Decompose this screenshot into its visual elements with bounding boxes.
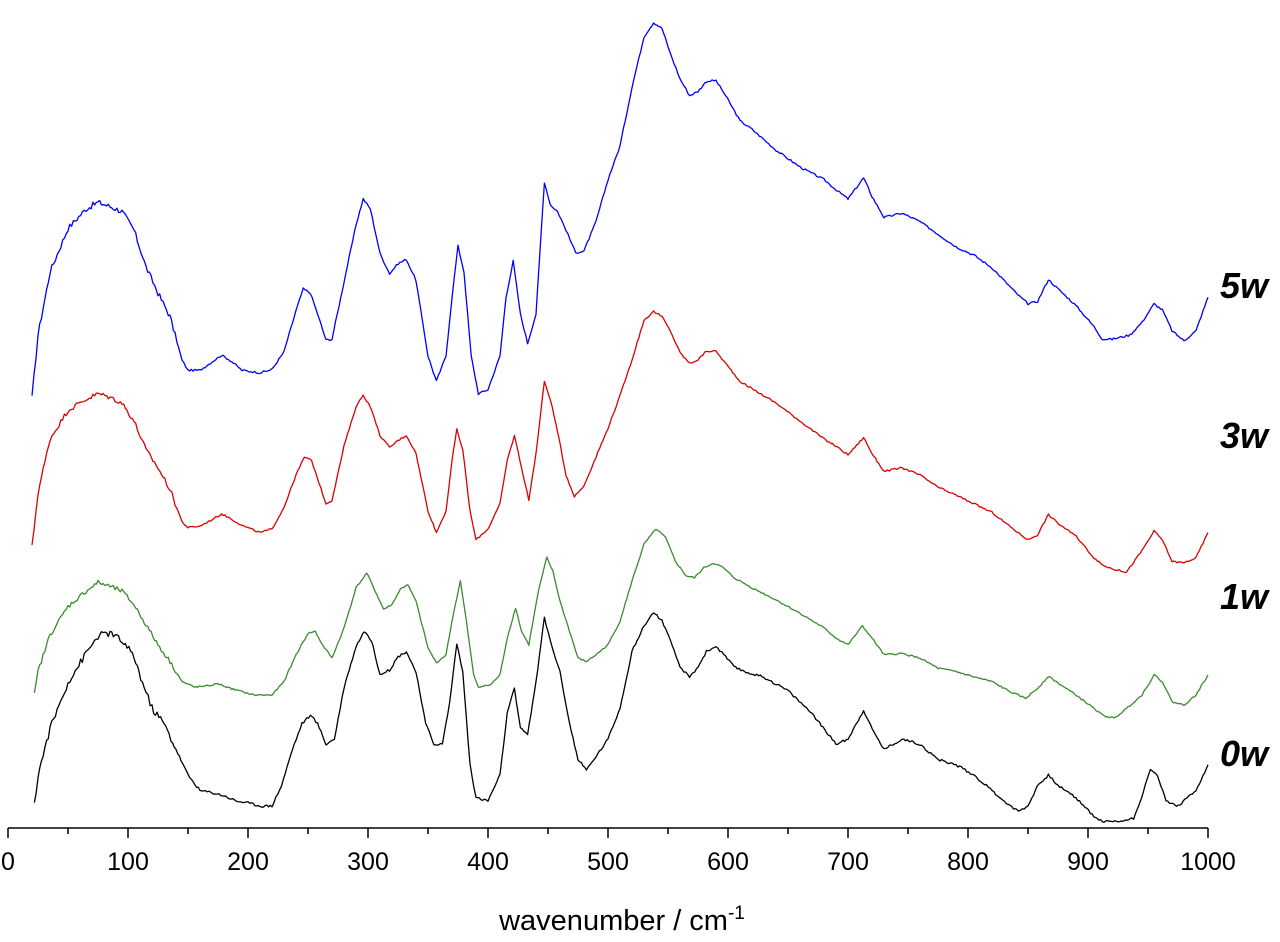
x-tick-label: 500 <box>587 848 629 876</box>
series-line-0w <box>33 612 1209 823</box>
x-axis-title-text: wavenumber / cm <box>498 905 728 937</box>
x-tick-label: 200 <box>227 848 269 876</box>
x-tick-label: 600 <box>707 848 749 876</box>
x-axis-title-superscript: -1 <box>728 903 745 924</box>
series-label-0w: 0w <box>1220 733 1270 774</box>
x-tick-label: 800 <box>947 848 989 876</box>
x-tick-label: 100 <box>107 848 149 876</box>
x-axis-tick-labels: 0 100 200 300 400 500 600 700 800 900 1000 <box>1 848 1236 876</box>
x-tick-label: 700 <box>827 848 869 876</box>
series-label-1w: 1w <box>1220 576 1270 617</box>
x-axis-title: wavenumber / cm-1 <box>498 903 745 937</box>
series-line-1w <box>33 528 1209 719</box>
x-tick-label: 0 <box>1 848 15 876</box>
series-line-5w <box>31 22 1209 396</box>
x-tick-label: 400 <box>467 848 509 876</box>
series-label-5w: 5w <box>1220 265 1270 306</box>
x-tick-label: 1000 <box>1180 848 1236 876</box>
x-axis-ticks <box>7 828 1209 838</box>
series-labels: 5w 3w 1w 0w <box>1220 265 1270 774</box>
x-axis: 0 100 200 300 400 500 600 700 800 900 1000 wavenum… <box>1 827 1236 937</box>
spectra-traces <box>31 22 1209 823</box>
x-tick-label: 900 <box>1067 848 1109 876</box>
series-line-3w <box>31 310 1209 574</box>
series-label-3w: 3w <box>1220 415 1270 456</box>
x-tick-label: 300 <box>347 848 389 876</box>
